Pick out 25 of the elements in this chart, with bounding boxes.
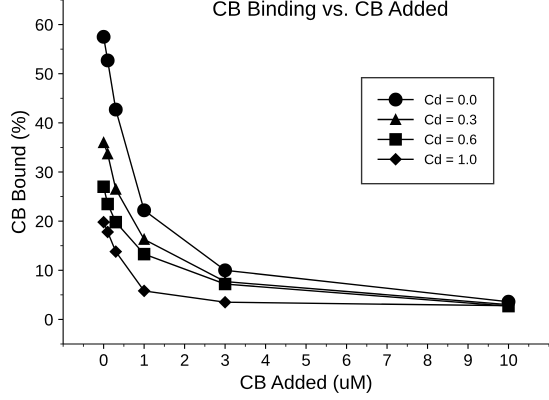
y-tick-label: 10: [36, 264, 53, 276]
y-tick-label: 20: [36, 216, 53, 228]
y-tick-label: 0: [44, 314, 53, 326]
x-axis-title: CB Added (uM): [240, 374, 372, 393]
y-tick-label: 40: [35, 117, 53, 130]
legend-label: Cd = 0.3: [424, 114, 476, 125]
x-tick-label: 10: [500, 354, 518, 366]
x-tick-label: 8: [424, 354, 432, 366]
x-tick-label: 6: [342, 354, 350, 366]
x-tick-label: 4: [261, 354, 270, 366]
y-tick-label: 50: [36, 68, 53, 80]
x-tick-label: 5: [302, 354, 310, 366]
y-tick-label: 30: [36, 166, 53, 178]
chart-title: CB Binding vs. CB Added: [213, 0, 448, 20]
y-tick-label: 60: [36, 18, 53, 31]
legend-label: Cd = 1.0: [424, 154, 476, 164]
legend-label: Cd = 0.6: [424, 134, 476, 144]
x-tick-label: 0: [100, 354, 108, 366]
legend-label: Cd = 0.0: [424, 94, 476, 105]
x-tick-label: 1: [140, 354, 148, 366]
x-tick-label: 9: [464, 354, 472, 366]
x-tick-label: 2: [180, 354, 188, 366]
y-axis-title: CB Bound (%): [11, 111, 30, 234]
x-tick-label: 3: [221, 354, 229, 366]
x-tick-label: 7: [383, 354, 391, 366]
